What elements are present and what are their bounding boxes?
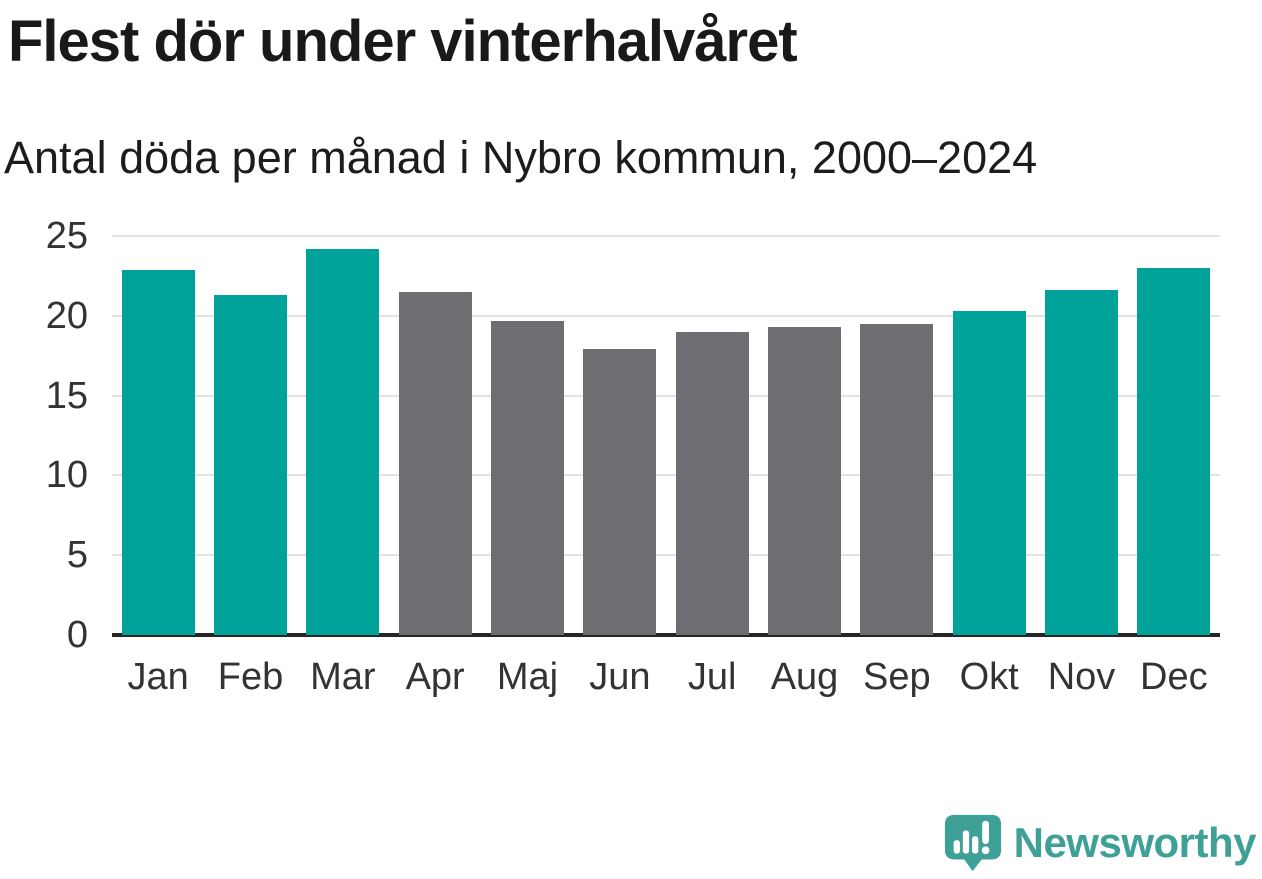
bar-nov — [1045, 290, 1118, 635]
newsworthy-logo-icon — [944, 814, 1001, 872]
chart-title: Flest dör under vinterhalvåret — [8, 9, 798, 74]
y-tick-label: 20 — [45, 294, 88, 337]
bar-dec — [1137, 267, 1211, 635]
gridline — [112, 554, 1220, 557]
bar-sep — [860, 323, 934, 635]
bar-mar — [306, 248, 380, 635]
x-tick-label: Aug — [770, 656, 839, 698]
bar-maj — [491, 320, 564, 635]
x-tick-label: Nov — [1047, 656, 1116, 698]
y-axis-labels: 0 5 10 15 20 25 — [0, 215, 88, 656]
y-tick-label: 15 — [45, 374, 88, 417]
y-tick-label: 5 — [66, 534, 88, 577]
x-tick-label: Mar — [310, 656, 376, 698]
y-tick-label: 25 — [45, 215, 88, 257]
x-tick-label: Maj — [496, 656, 559, 698]
bar-jul — [675, 331, 749, 635]
gridline — [112, 314, 1220, 317]
bar-jun — [583, 349, 657, 635]
chart-subtitle: Antal döda per månad i Nybro kommun, 200… — [4, 132, 1038, 183]
bar-okt — [952, 311, 1026, 635]
x-tick-label: Jan — [127, 656, 189, 698]
x-tick-label: Sep — [863, 656, 931, 698]
x-tick-label: Okt — [959, 656, 1019, 698]
newsworthy-logo: Newsworthy — [942, 810, 1257, 876]
x-tick-label: Jul — [687, 656, 737, 698]
bar-jan — [121, 269, 195, 635]
x-tick-label: Jun — [589, 656, 651, 698]
x-tick-label: Apr — [405, 656, 465, 698]
newsworthy-logo-text: Newsworthy — [1013, 819, 1257, 866]
gridline — [112, 235, 1220, 237]
bar-apr — [398, 291, 472, 635]
bar-chart-plot-area — [112, 235, 1220, 637]
gridline — [112, 394, 1220, 397]
x-tick-label: Feb — [217, 656, 284, 698]
bar-feb — [214, 295, 287, 635]
y-tick-label: 10 — [45, 454, 88, 497]
gridline — [112, 474, 1220, 477]
bar-aug — [768, 326, 841, 635]
x-axis-line — [112, 633, 1220, 637]
y-tick-label: 0 — [66, 614, 88, 656]
x-axis-labels: Jan Feb Mar Apr Maj Jun Jul Aug Sep Okt Nov Dec — [112, 655, 1220, 705]
x-tick-label: Dec — [1140, 656, 1208, 698]
